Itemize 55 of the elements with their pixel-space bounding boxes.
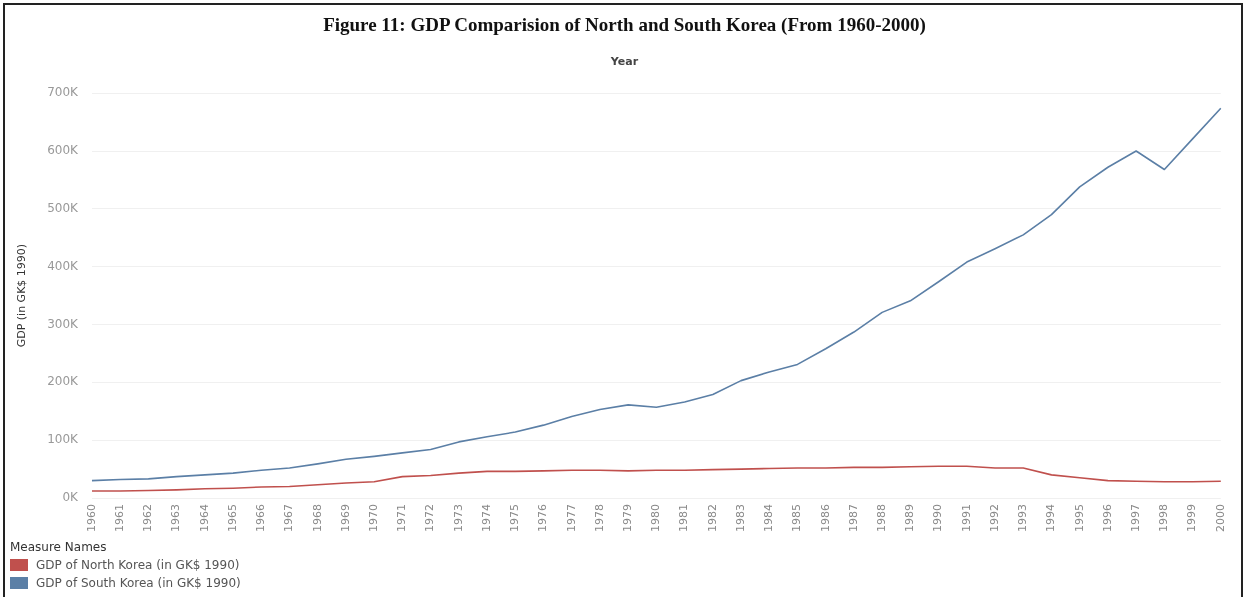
x-tick-label: 1997 — [1129, 504, 1142, 533]
legend-label: GDP of South Korea (in GK$ 1990) — [36, 576, 241, 590]
x-tick-label: 1977 — [564, 504, 578, 533]
y-tick-label: 700K — [47, 85, 80, 100]
x-tick-label: 1981 — [677, 504, 691, 533]
x-tick-label: 1999 — [1185, 504, 1199, 533]
x-axis-title: Year — [609, 55, 640, 68]
x-tick-label: 1973 — [451, 504, 465, 533]
x-tick-label: 1985 — [790, 504, 804, 533]
x-tick-label: 1992 — [987, 504, 1001, 533]
x-tick-label: 1998 — [1157, 504, 1171, 533]
x-tick-label: 2000 — [1213, 504, 1227, 533]
x-tick-label: 1963 — [169, 504, 183, 533]
x-tick-label: 1974 — [479, 504, 493, 533]
x-tick-label: 1983 — [733, 504, 747, 533]
x-tick-label: 1969 — [338, 504, 352, 533]
x-tick-label: 1990 — [931, 504, 945, 533]
x-tick-label: 1986 — [818, 504, 832, 533]
x-tick-label: 1967 — [282, 504, 296, 533]
x-tick-label: 1994 — [1044, 504, 1058, 533]
legend-label: GDP of North Korea (in GK$ 1990) — [36, 558, 240, 572]
x-tick-label: 1960 — [84, 504, 98, 533]
x-tick-label: 1982 — [705, 504, 719, 533]
y-tick-label: 200K — [47, 374, 80, 389]
x-tick-label: 1984 — [762, 504, 776, 533]
x-tick-label: 1965 — [225, 504, 239, 533]
legend-title: Measure Names — [10, 540, 108, 554]
y-tick-label: 500K — [47, 200, 80, 215]
y-tick-label: 0K — [62, 490, 80, 505]
x-tick-label: 1988 — [875, 504, 889, 533]
x-tick-label: 1976 — [536, 504, 550, 533]
y-tick-label: 400K — [47, 258, 80, 273]
x-tick-label: 1978 — [592, 504, 606, 533]
x-tick-label: 1987 — [846, 504, 860, 533]
x-tick-label: 1993 — [1016, 504, 1030, 533]
x-tick-label: 1972 — [423, 504, 437, 533]
x-tick-label: 1995 — [1072, 504, 1086, 533]
x-tick-label: 1975 — [508, 504, 522, 533]
x-tick-label: 1979 — [621, 504, 635, 533]
x-tick-label: 1961 — [113, 504, 127, 533]
y-axis-title: GDP (in GK$ 1990) — [15, 243, 29, 348]
x-tick-label: 1964 — [197, 504, 211, 533]
x-tick-label: 1996 — [1100, 504, 1114, 533]
x-tick-label: 1966 — [254, 504, 268, 533]
y-tick-label: 100K — [47, 432, 80, 447]
x-tick-label: 1970 — [367, 504, 381, 533]
y-tick-label: 600K — [47, 143, 80, 158]
x-tick-label: 1991 — [959, 504, 973, 533]
x-tick-label: 1971 — [395, 504, 409, 533]
x-tick-label: 1989 — [903, 504, 917, 533]
x-tick-label: 1962 — [141, 504, 155, 533]
x-tick-label: 1968 — [310, 504, 324, 533]
y-tick-label: 300K — [47, 316, 80, 331]
x-tick-label: 1980 — [649, 504, 663, 533]
chart-title: Figure 11: GDP Comparision of North and South Korea (From 1960-2000) — [322, 14, 927, 36]
